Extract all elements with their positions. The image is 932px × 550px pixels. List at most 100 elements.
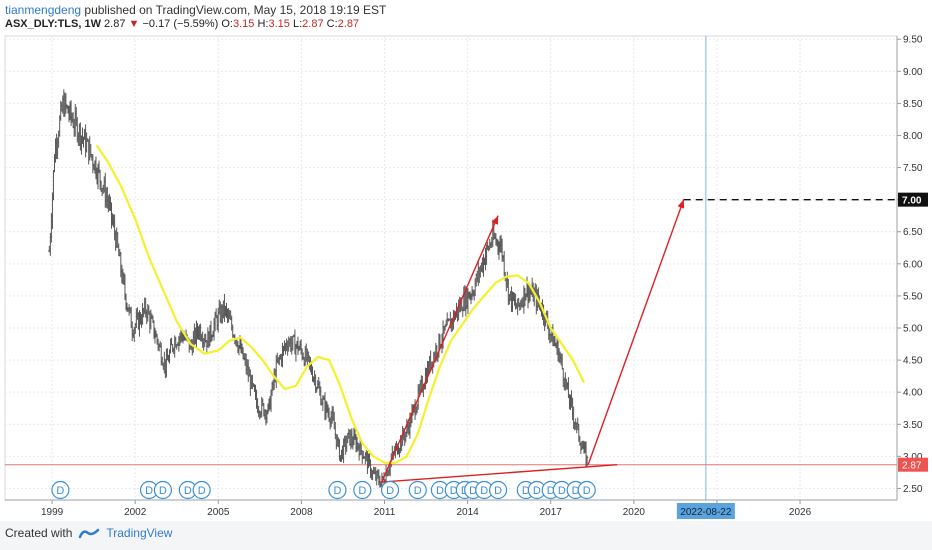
dividend-marker-label: D: [198, 485, 206, 497]
dividend-marker-label: D: [414, 485, 422, 497]
dividend-marker-label: D: [583, 485, 591, 497]
y-tick-label: 7.50: [903, 163, 923, 174]
x-tick-label: 2014: [456, 507, 479, 518]
y-tick-label: 2.50: [903, 484, 923, 495]
ticker-legend: ASX_DLY:TLS, 1W 2.87 ▼ −0.17 (−5.59%) O:…: [5, 18, 359, 30]
dividend-marker-circle: [153, 480, 173, 500]
dividend-marker[interactable]: D: [153, 480, 173, 500]
axes: 2.50 3.00 3.50 4.00 4.50 5.00 5.50 6.00 6.50 7.00…: [5, 35, 928, 519]
dividend-marker[interactable]: D: [192, 480, 211, 500]
dividend-marker[interactable]: D: [488, 480, 508, 500]
low-label: L:: [292, 18, 303, 30]
y-tick-label: 5.50: [903, 291, 923, 302]
event-markers[interactable]: DDDDDDDDDDDDDDDDDDDDD: [51, 480, 596, 500]
y-tick-label: 9.50: [903, 35, 923, 46]
price-change: −0.17 (−5.59%): [142, 18, 219, 30]
low-value: 2.87: [302, 18, 324, 30]
dividend-marker-circle: [328, 480, 347, 500]
x-tick-label: 1999: [41, 507, 64, 518]
dividend-marker-label: D: [145, 485, 153, 497]
y-tick-label: 8.00: [903, 131, 923, 142]
y-tick-label: 4.50: [903, 356, 923, 367]
dividend-marker-circle: [488, 480, 508, 500]
target-price-label: 7.00: [902, 196, 922, 207]
y-tick-label: 3.00: [903, 452, 923, 463]
cursor-date-label: 2022-08-22: [680, 507, 732, 518]
high-label: H:: [257, 18, 269, 30]
trend-line-3[interactable]: [381, 464, 618, 483]
trend-line-1[interactable]: [381, 215, 499, 483]
x-tick-label: 2020: [623, 507, 646, 518]
open-value: 3.15: [233, 18, 255, 30]
trend-lines[interactable]: [381, 198, 897, 483]
dividend-marker-label: D: [494, 485, 502, 497]
publish-header: tianmengdeng published on TradingView.co…: [5, 3, 386, 17]
trend-arrowhead: [491, 215, 499, 225]
dividend-marker-circle: [51, 480, 70, 500]
y-tick-label: 9.00: [903, 67, 923, 78]
dividend-marker-label: D: [333, 485, 341, 497]
dividend-marker-label: D: [480, 485, 488, 497]
dividend-marker-label: D: [450, 485, 458, 497]
trend-arrowhead: [677, 199, 685, 209]
trend-line-2[interactable]: [587, 199, 685, 465]
dividend-marker[interactable]: D: [408, 480, 427, 500]
price-series: [48, 89, 589, 488]
dividend-marker-label: D: [469, 485, 477, 497]
dividend-marker-label: D: [159, 485, 167, 497]
dividend-marker-circle: [577, 480, 596, 500]
symbol-label[interactable]: ASX_DLY:TLS, 1W: [5, 18, 101, 30]
current-price-tag: [898, 457, 928, 472]
x-tick-label: 2005: [207, 507, 230, 518]
moving-average-line: [95, 144, 585, 464]
moving-average: [95, 144, 585, 464]
dividend-marker[interactable]: D: [430, 480, 450, 500]
down-arrow-icon: ▼: [128, 18, 140, 30]
dividend-marker-label: D: [56, 485, 64, 497]
high-value: 3.15: [268, 18, 290, 30]
dividend-marker[interactable]: D: [51, 480, 70, 500]
last-price: 2.87: [104, 18, 126, 30]
dividend-marker-label: D: [358, 485, 366, 497]
published-text: published on TradingView.com, May 15, 20…: [84, 3, 387, 17]
dividend-marker-circle: [353, 480, 372, 500]
dividend-marker-circle: [408, 480, 427, 500]
footer-bar: [0, 521, 932, 550]
dividend-marker-label: D: [386, 485, 394, 497]
current-price-label: 2.87: [902, 461, 922, 472]
dividend-marker-circle: [192, 480, 211, 500]
dividend-marker[interactable]: D: [328, 480, 347, 500]
dividend-marker-label: D: [184, 485, 192, 497]
x-tick-label: 2026: [789, 507, 812, 518]
dividend-marker[interactable]: D: [475, 480, 494, 500]
x-tick-label: 2017: [540, 507, 563, 518]
created-with-text: Created with: [5, 526, 73, 540]
dividend-marker-label: D: [547, 485, 555, 497]
tradingview-brand-link[interactable]: TradingView: [106, 526, 173, 540]
y-tick-label: 5.00: [903, 324, 923, 335]
dividend-marker[interactable]: D: [380, 480, 400, 500]
dividend-marker-label: D: [558, 485, 566, 497]
dividend-marker[interactable]: D: [353, 480, 372, 500]
dividend-marker-circle: [380, 480, 400, 500]
footer: Created with TradingView: [5, 526, 172, 540]
dividend-marker-label: D: [572, 485, 580, 497]
x-tick-label: 2002: [124, 507, 147, 518]
y-tick-label: 6.00: [903, 259, 923, 270]
y-tick-label: 4.00: [903, 388, 923, 399]
close-label: C:: [326, 18, 338, 30]
y-tick-label: 3.50: [903, 420, 923, 431]
cursor-date-tag: [676, 503, 735, 519]
dividend-marker-label: D: [436, 485, 444, 497]
dividend-marker-label: D: [533, 485, 541, 497]
x-tick-label: 2008: [290, 507, 313, 518]
y-tick-label: 8.50: [903, 99, 923, 110]
close-value: 2.87: [337, 18, 360, 30]
y-tick-label: 6.50: [903, 227, 923, 238]
author-link[interactable]: tianmengdeng: [5, 3, 82, 17]
plot-frame: [4, 35, 898, 501]
target-price-tag: [898, 192, 928, 207]
x-tick-label: 2011: [374, 507, 396, 518]
dividend-marker[interactable]: D: [577, 480, 596, 500]
